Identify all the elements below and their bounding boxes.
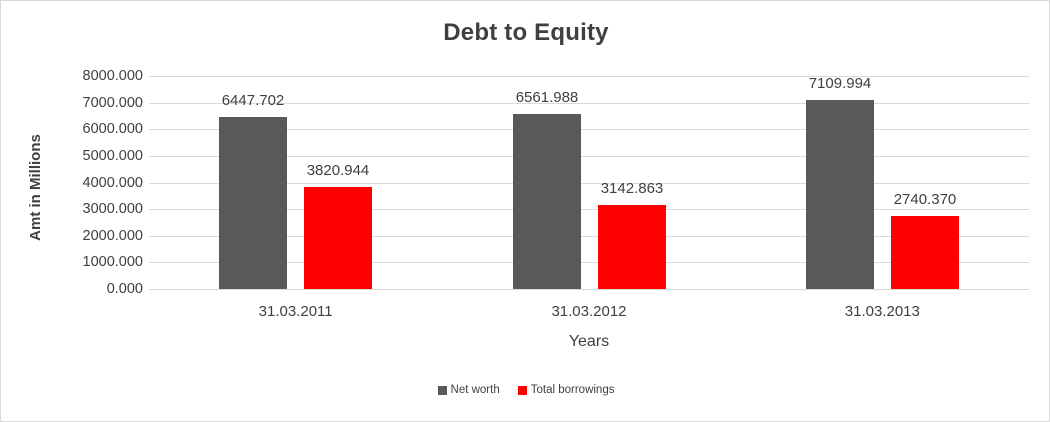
y-axis-title: Amt in Millions	[23, 97, 47, 277]
bar-value-label: 2740.370	[893, 191, 957, 208]
legend-swatch-icon	[437, 385, 447, 395]
y-axis-tick-labels: 8000.000 7000.000 6000.000 5000.000 4000.000…	[49, 1, 143, 421]
x-axis-category-label: 31.03.2011	[258, 303, 333, 320]
legend-swatch-icon	[517, 385, 527, 395]
bar-value-label: 3820.944	[306, 162, 370, 179]
legend-item[interactable]: Total borrowings	[517, 384, 615, 396]
x-axis-title: Years	[568, 333, 610, 350]
y-axis-tick-label: 0.000	[106, 281, 143, 297]
y-axis-tick-label: 2000.000	[82, 228, 143, 244]
bar	[806, 100, 874, 289]
y-axis-tick-label: 8000.000	[82, 68, 143, 84]
bar-value-label: 3142.863	[600, 180, 664, 197]
gridline	[149, 236, 1029, 237]
x-axis-category-label: 31.03.2012	[551, 303, 627, 320]
bar	[219, 117, 287, 289]
gridline	[149, 156, 1029, 157]
legend-item[interactable]: Net worth	[437, 384, 500, 396]
y-axis-tick-label: 3000.000	[82, 201, 143, 217]
gridline	[149, 209, 1029, 210]
legend-label: Net worth	[450, 384, 500, 396]
bar	[513, 114, 581, 289]
y-axis-tick-label: 4000.000	[82, 175, 143, 191]
bar	[598, 205, 666, 289]
chart-title: Debt to Equity	[443, 19, 609, 46]
gridline	[149, 183, 1029, 184]
legend-label: Total borrowings	[530, 384, 615, 396]
y-axis-title-label: Amt in Millions	[26, 133, 44, 241]
gridline	[149, 262, 1029, 263]
gridline	[149, 103, 1029, 104]
gridline	[149, 289, 1029, 290]
gridline	[149, 129, 1029, 130]
gridline	[149, 76, 1029, 77]
plot-area: 6447.702 3820.944 6561.988 3142.863 7109.994…	[149, 75, 1029, 290]
bar-value-label: 6561.988	[515, 89, 579, 106]
bar-value-label: 7109.994	[808, 75, 872, 92]
y-axis-tick-label: 6000.000	[82, 121, 143, 137]
y-axis-tick-label: 7000.000	[82, 95, 143, 111]
x-axis-category-label: 31.03.2013	[844, 303, 920, 320]
bar	[304, 187, 372, 289]
chart-legend: Net worth Total borrowings	[1, 384, 1049, 396]
bar-value-label: 6447.702	[221, 92, 285, 109]
y-axis-tick-label: 1000.000	[82, 254, 143, 270]
y-axis-tick-label: 5000.000	[82, 148, 143, 164]
bar	[891, 216, 959, 289]
